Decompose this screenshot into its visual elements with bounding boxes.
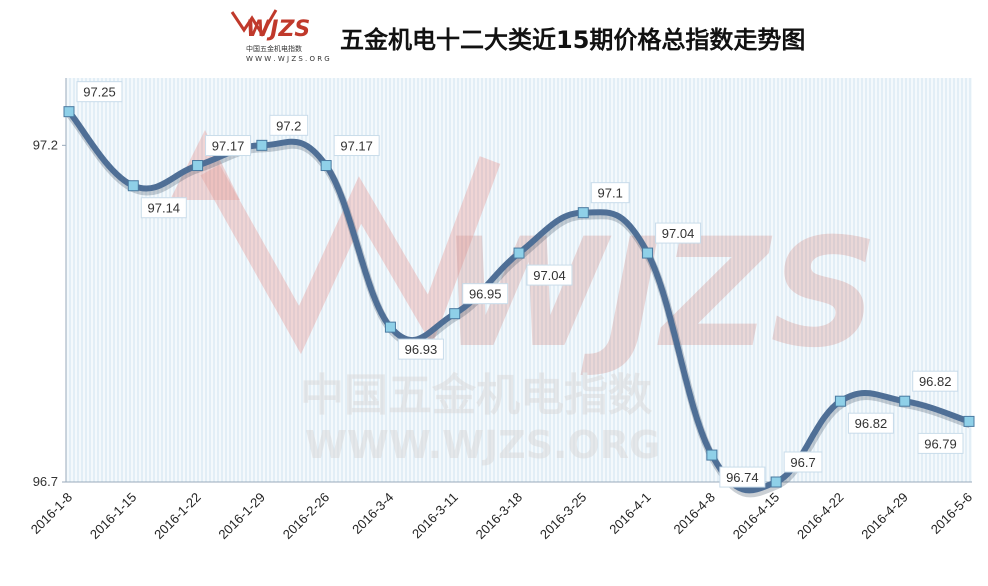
data-label-box: [847, 412, 894, 434]
x-tick-label: 2016-2-26: [280, 490, 333, 543]
data-label-box: [783, 451, 823, 473]
data-label: 97.04: [662, 226, 695, 241]
data-label-box: [76, 81, 123, 103]
data-point: [256, 139, 268, 151]
data-label: 96.79: [924, 436, 957, 451]
data-point: [963, 415, 975, 427]
data-label: 96.7: [790, 455, 815, 470]
data-label-box: [912, 370, 959, 392]
y-tick-labels: 97.2 96.7: [33, 137, 66, 489]
x-tick-label: 2016-4-29: [858, 490, 911, 543]
data-label-box: [397, 338, 444, 360]
data-label-box: [526, 264, 573, 286]
data-label-box: [140, 197, 187, 219]
data-label: 97.25: [83, 85, 116, 100]
chart-title: 五金机电十二大类近15期价格总指数走势图: [340, 26, 805, 54]
x-tick-label: 2016-4-22: [794, 490, 847, 543]
y-tick-label: 96.7: [33, 474, 58, 489]
x-tick-labels: 2016-1-8 2016-1-15 2016-1-22 2016-1-29 2016-…: [28, 490, 975, 543]
data-label-box: [655, 222, 702, 244]
header-logo: WJZS 中国五金机电指数 W W W . W J Z S . O R G: [230, 9, 330, 63]
x-tick-label: 2016-1-15: [87, 490, 140, 543]
data-label-box: [269, 114, 309, 136]
x-tick-label: 2016-4-15: [730, 490, 783, 543]
series-markers: [63, 106, 975, 488]
x-tick-label: 2016-4-1: [606, 490, 653, 537]
data-label: 96.82: [855, 416, 888, 431]
data-label: 97.17: [212, 139, 245, 154]
x-tick-label: 2016-1-22: [151, 490, 204, 543]
data-label: 96.93: [405, 342, 438, 357]
data-label: 97.04: [533, 268, 566, 283]
data-label-box: [333, 135, 380, 157]
data-label: 96.82: [919, 374, 952, 389]
logo-text: WJZS: [246, 17, 310, 42]
x-tick-label: 2016-1-8: [28, 490, 75, 537]
logo-subtitle-cn: 中国五金机电指数: [246, 44, 302, 53]
x-tick-label: 2016-3-4: [349, 490, 396, 537]
data-point: [834, 395, 846, 407]
vertical-gridlines: [69, 78, 971, 482]
x-tick-label: 2016-4-8: [671, 490, 718, 537]
data-label-box: [590, 182, 630, 204]
data-label-box: [205, 135, 252, 157]
data-point: [127, 180, 139, 192]
data-label-box: [917, 432, 964, 454]
x-tick-label: 2016-3-25: [537, 490, 590, 543]
data-label: 97.14: [148, 201, 181, 216]
watermark-url-text: WWW.WJZS.ORG: [305, 423, 660, 467]
data-label: 97.2: [276, 118, 301, 133]
x-tick-label: 2016-5-6: [928, 490, 975, 537]
data-point: [320, 160, 332, 172]
data-point: [770, 476, 782, 488]
data-label: 97.1: [598, 186, 623, 201]
data-point: [706, 449, 718, 461]
data-point: [63, 106, 75, 118]
watermark: WJZS 中国五金机电指数 WWW.WJZS.ORG: [170, 130, 878, 467]
data-point: [577, 207, 589, 219]
logo-mark-icon: [230, 9, 278, 37]
x-tick-label: 2016-1-29: [215, 490, 268, 543]
x-tick-label: 2016-3-18: [473, 490, 526, 543]
watermark-arrow-icon: [200, 156, 501, 355]
data-labels: 97.25 97.14 97.17 97.2 97.17 96.93 96.95 97.04 9…: [76, 81, 964, 488]
y-tick-label: 97.2: [33, 137, 58, 152]
x-tick-label: 2016-3-11: [409, 490, 461, 542]
data-label-box: [462, 283, 509, 305]
data-point: [642, 247, 654, 259]
data-label: 97.17: [340, 139, 373, 154]
data-label: 96.95: [469, 287, 502, 302]
logo-subtitle-url: W W W . W J Z S . O R G: [246, 55, 330, 63]
data-point: [513, 247, 525, 259]
data-point: [449, 308, 461, 320]
watermark-cn-text: 中国五金机电指数: [300, 370, 652, 421]
data-point: [192, 160, 204, 172]
data-label: 96.74: [726, 470, 759, 485]
data-point: [384, 321, 396, 333]
data-label-box: [719, 466, 766, 488]
data-point: [899, 395, 911, 407]
